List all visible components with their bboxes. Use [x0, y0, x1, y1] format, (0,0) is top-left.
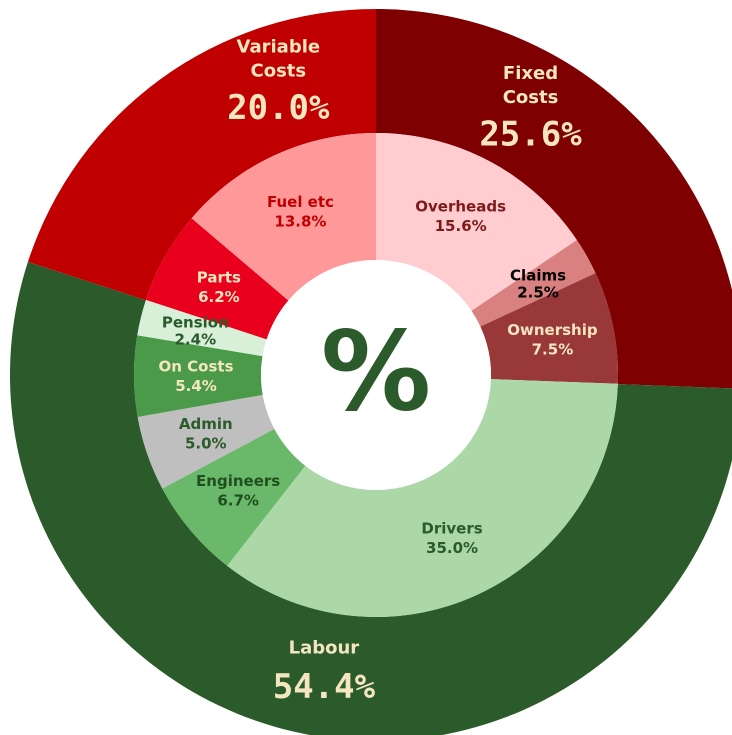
inner-segment [480, 273, 619, 384]
inner-name: Overheads [415, 198, 506, 216]
inner-segment [376, 133, 577, 311]
inner-value: 2.5% [517, 283, 559, 301]
inner-segment [145, 218, 289, 340]
inner-value: 5.4% [175, 377, 217, 395]
inner-segment [471, 240, 596, 327]
inner-value: 15.6% [435, 217, 487, 235]
inner-segment [191, 133, 376, 301]
inner-value: 6.7% [217, 492, 259, 510]
rings [10, 8, 732, 735]
outer-value: 20.0% [227, 88, 330, 128]
outer-value: 54.4% [273, 667, 376, 707]
outer-name-line: Costs [251, 60, 307, 81]
center-hole [261, 260, 491, 490]
outer-segment [10, 261, 732, 735]
inner-segment [134, 335, 263, 417]
center-label: % [321, 307, 431, 435]
outer-name: Variable Costs [237, 36, 321, 81]
outer-segment [376, 9, 732, 389]
outer-value: 25.6% [479, 114, 582, 154]
outer-name-line: Costs [503, 87, 559, 108]
inner-value: 35.0% [426, 539, 478, 557]
inner-name: Engineers [196, 472, 280, 490]
inner-name: Ownership [507, 321, 598, 339]
inner-segment [227, 379, 618, 617]
inner-segment [162, 428, 306, 566]
inner-name: Claims [510, 266, 566, 284]
inner-value: 5.0% [185, 435, 227, 453]
inner-segment [137, 299, 267, 357]
inner-name: Pension [162, 313, 229, 331]
outer-name-line: Variable [237, 36, 321, 57]
outer-name: Fixed Costs [503, 63, 559, 108]
outer-name-line: Fixed [503, 63, 558, 84]
inner-name: Fuel etc [267, 193, 334, 211]
inner-name: Drivers [421, 520, 482, 538]
inner-name: Admin [179, 415, 233, 433]
inner-name: Parts [197, 269, 241, 287]
inner-name: On Costs [159, 357, 234, 375]
inner-value: 2.4% [175, 330, 217, 348]
inner-segment [137, 394, 275, 489]
outer-name: Labour [289, 637, 360, 658]
inner-value: 7.5% [532, 340, 574, 358]
outer-segment [27, 8, 376, 301]
inner-value: 13.8% [274, 213, 326, 231]
inner-value: 6.2% [198, 288, 240, 306]
